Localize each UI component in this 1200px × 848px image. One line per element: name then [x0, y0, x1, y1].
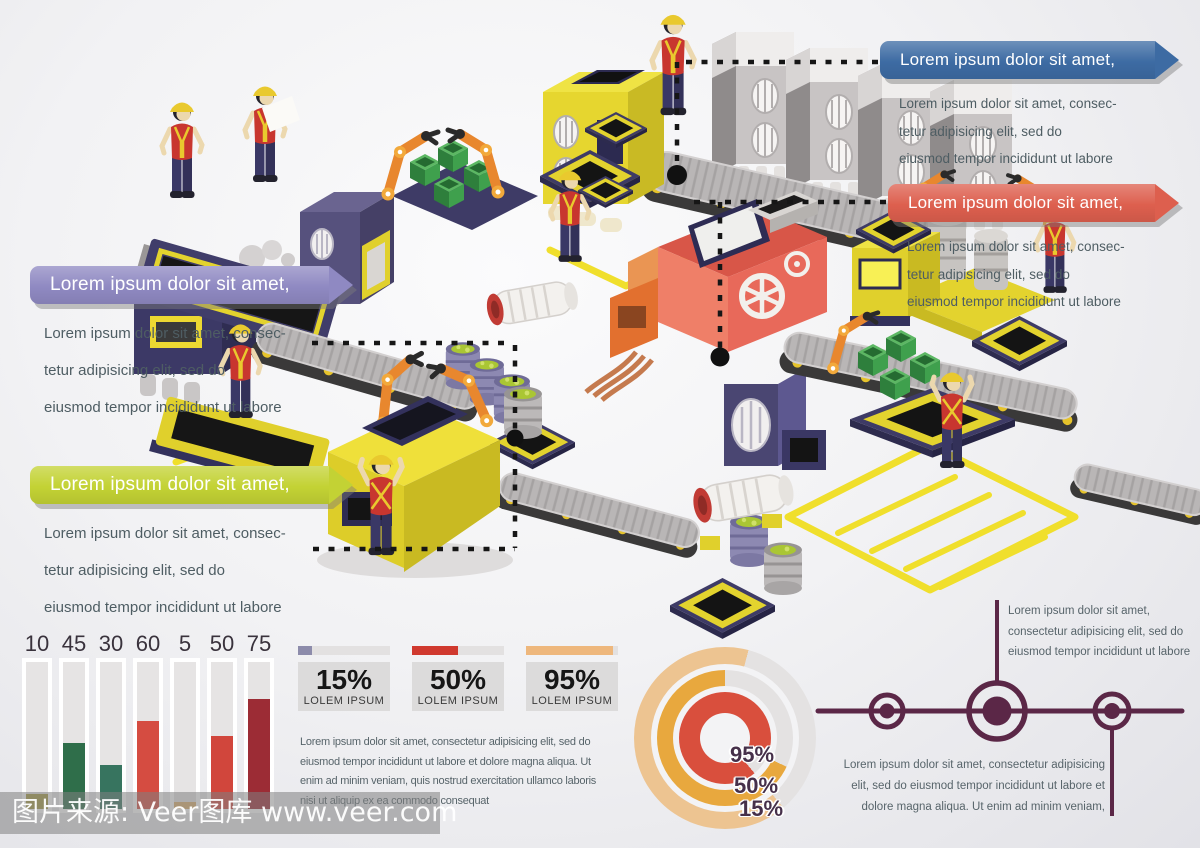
bar-track [59, 658, 89, 813]
callout-body-line: tetur adipisicing elit, sed do [899, 123, 1062, 139]
callout-body: Lorem ipsum dolor sit amet, consec- tetu… [44, 515, 330, 626]
bar-column: 60 [133, 631, 163, 813]
callout-body-line: Lorem ipsum dolor sit amet, consec- [44, 525, 286, 542]
connector-end-dots [506, 165, 730, 447]
paragraph-line: enim ad minim veniam, quis nostrud exerc… [300, 775, 597, 787]
bar-column: 50 [207, 631, 237, 813]
dashed-connector-lines [312, 59, 886, 552]
stat-label: LOLEM IPSUM [531, 695, 613, 707]
timeline-top-paragraph: Lorem ipsum dolor sit amet, consectetur … [1008, 601, 1190, 663]
bar-value-label: 10 [24, 631, 50, 656]
bar-track [133, 658, 163, 813]
callout-title: Lorem ipsum dolor sit amet, [888, 184, 1179, 222]
bar-fill [211, 735, 233, 809]
bar-track [22, 658, 52, 813]
stat-percentage: 15% [315, 664, 373, 695]
stat-percentage: 95% [543, 664, 601, 695]
callout-body: Lorem ipsum dolor sit amet, consec- tetu… [899, 90, 1156, 173]
stat-value-card: 15% LOLEM IPSUM [298, 662, 390, 711]
bar-value-label: 60 [135, 631, 161, 656]
bar-chart: 10 45 30 60 5 50 75 [22, 631, 274, 813]
stat-progress-fill [526, 646, 614, 655]
callout-title: Lorem ipsum dolor sit amet, [30, 266, 353, 304]
bar-fill [137, 720, 159, 809]
conveyor-belt-bottom-right [1070, 463, 1200, 525]
stat-progress-fill [412, 646, 458, 655]
bar-track [207, 658, 237, 813]
bar-fill [248, 698, 270, 809]
timeline-bottom-paragraph: Lorem ipsum dolor sit amet, consectetur … [820, 755, 1105, 818]
stock-watermark: 图片来源: Veer图库 www.veer.com [0, 792, 457, 834]
callout-body: Lorem ipsum dolor sit amet, consec- tetu… [907, 233, 1156, 316]
donut-percentage-label: 95% [730, 742, 775, 767]
paragraph-line: elit, sed do eiusmod tempor incididunt u… [851, 780, 1105, 792]
callout-title: Lorem ipsum dolor sit amet, [30, 466, 353, 504]
callout-top-right-blue: Lorem ipsum dolor sit amet, Lorem ipsum … [880, 41, 1179, 173]
crate-loading-cell-top [382, 129, 538, 230]
stat-percentage: 50% [429, 664, 487, 695]
pressure-tanks [483, 277, 798, 550]
callout-body-line: tetur adipisicing elit, sed do [44, 362, 225, 379]
paragraph-line: eiusmod tempor incididunt ut labore [1008, 646, 1191, 658]
bar-column: 30 [96, 631, 126, 813]
donut-chart: 95% 50% 15% [633, 646, 817, 830]
callout-body-line: Lorem ipsum dolor sit amet, consec- [44, 325, 286, 342]
callout-left-green: Lorem ipsum dolor sit amet, Lorem ipsum … [30, 466, 353, 626]
callout-body-line: eiusmod tempor incididunt ut labore [44, 599, 282, 616]
bar-track [96, 658, 126, 813]
bar-value-label: 50 [209, 631, 235, 656]
blueprint-paper [262, 96, 300, 132]
bar-value-label: 45 [61, 631, 87, 656]
conveyor-belt-center [494, 472, 700, 558]
bar-track [170, 658, 200, 813]
donut-ring-gap [700, 713, 750, 763]
bar-column: 45 [59, 631, 89, 813]
stat-value-card: 50% LOLEM IPSUM [412, 662, 504, 711]
paragraph-line: eiusmod tempor incididunt ut labore et d… [300, 755, 591, 768]
percentage-stat-boxes: 15% LOLEM IPSUM 50% LOLEM IPSUM 95% LOLEM IPS… [298, 646, 618, 711]
timeline-diagram [815, 600, 1185, 816]
bar-value-label: 5 [178, 631, 192, 656]
bar-value-label: 75 [246, 631, 272, 656]
factory-workers [162, 15, 1074, 555]
callout-body-line: Lorem ipsum dolor sit amet, consec- [907, 239, 1125, 254]
bar-value-label: 30 [98, 631, 124, 656]
bar-column: 5 [170, 631, 200, 813]
stat-box: 15% LOLEM IPSUM [298, 646, 390, 711]
donut-percentage-label: 15% [739, 796, 784, 821]
bar-track [244, 658, 274, 813]
callout-body-line: Lorem ipsum dolor sit amet, consec- [899, 96, 1117, 111]
bar-column: 10 [22, 631, 52, 813]
callout-right-red: Lorem ipsum dolor sit amet, Lorem ipsum … [888, 184, 1179, 316]
stat-box: 95% LOLEM IPSUM [526, 646, 618, 711]
paragraph-line: consectetur adipisicing elit, sed do [1008, 625, 1184, 638]
stat-label: LOLEM IPSUM [303, 695, 385, 707]
callout-body-line: eiusmod tempor incididunt ut labore [907, 294, 1121, 309]
stat-progress-track [412, 646, 504, 655]
paragraph-line: Lorem ipsum dolor sit amet, consectetur … [300, 736, 591, 748]
paragraph-line: Lorem ipsum dolor sit amet, consectetur … [843, 759, 1105, 771]
stat-progress-track [526, 646, 618, 655]
stat-progress-track [298, 646, 390, 655]
callout-body-line: tetur adipisicing elit, sed do [907, 266, 1070, 282]
donut-percentage-label: 50% [734, 773, 779, 798]
paragraph-line: Lorem ipsum dolor sit amet, [1008, 605, 1150, 617]
stat-progress-fill [298, 646, 312, 655]
fan-machine [724, 368, 826, 470]
stat-box: 50% LOLEM IPSUM [412, 646, 504, 711]
red-processing-machine [584, 191, 827, 402]
bar-column: 75 [244, 631, 274, 813]
stat-label: LOLEM IPSUM [417, 695, 499, 707]
callout-body: Lorem ipsum dolor sit amet, consec- tetu… [44, 315, 330, 426]
paragraph-line: dolore magna aliqua. Ut enim ad minim ve… [861, 801, 1105, 813]
callout-title: Lorem ipsum dolor sit amet, [880, 41, 1179, 79]
callout-body-line: eiusmod tempor incididunt ut labore [44, 399, 282, 416]
callout-body-line: eiusmod tempor incididunt ut labore [899, 151, 1113, 166]
callout-body-line: tetur adipisicing elit, sed do [44, 562, 225, 579]
callout-left-purple: Lorem ipsum dolor sit amet, Lorem ipsum … [30, 266, 353, 426]
stat-value-card: 95% LOLEM IPSUM [526, 662, 618, 711]
